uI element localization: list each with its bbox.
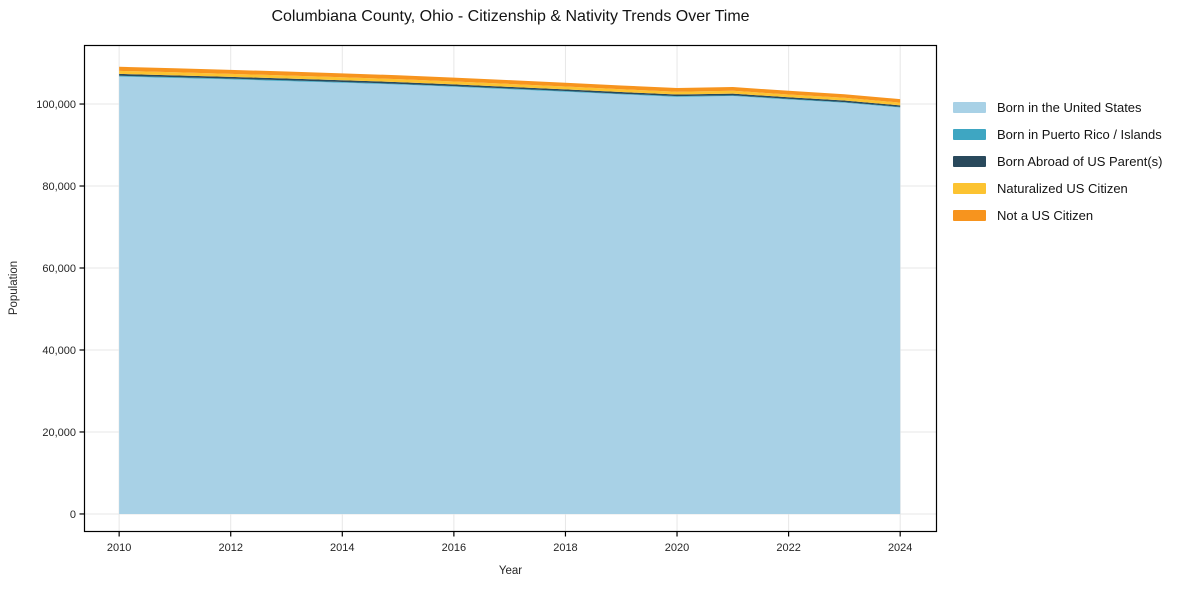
legend-swatch (953, 183, 986, 194)
area-naturalized-us-citizen (119, 70, 901, 106)
area-born-abroad-of-us-parent-s- (119, 73, 901, 107)
x-tick-label: 2020 (665, 542, 689, 554)
y-tick-label: 0 (70, 509, 76, 521)
legend-swatch (953, 156, 986, 167)
legend-item: Not a US Citizen (953, 208, 1162, 223)
x-axis-label: Year (498, 565, 523, 577)
legend-item: Naturalized US Citizen (953, 181, 1162, 196)
y-tick-label: 80,000 (42, 181, 76, 193)
y-tick-label: 40,000 (42, 345, 76, 357)
y-axis-label: Population (8, 260, 20, 316)
legend-item: Born in Puerto Rico / Islands (953, 127, 1162, 142)
legend-label: Naturalized US Citizen (997, 181, 1128, 196)
x-tick-label: 2024 (888, 542, 912, 554)
legend-label: Born Abroad of US Parent(s) (997, 154, 1163, 169)
legend-label: Not a US Citizen (997, 208, 1094, 223)
x-tick-label: 2014 (330, 542, 354, 554)
legend-item: Born Abroad of US Parent(s) (953, 154, 1162, 169)
legend-swatch (953, 210, 986, 221)
y-tick-label: 100,000 (36, 99, 76, 111)
x-tick-label: 2016 (442, 542, 466, 554)
x-tick-label: 2010 (107, 542, 131, 554)
x-tick-label: 2018 (553, 542, 577, 554)
legend-swatch (953, 129, 986, 140)
x-tick-label: 2022 (776, 542, 800, 554)
x-tick-label: 2012 (218, 542, 242, 554)
legend: Born in the United States Born in Puerto … (953, 100, 1162, 223)
legend-label: Born in the United States (997, 100, 1142, 115)
area-born-in-the-united-states (119, 76, 901, 514)
y-tick-label: 20,000 (42, 427, 76, 439)
legend-item: Born in the United States (953, 100, 1162, 115)
chart-title: Columbiana County, Ohio - Citizenship & … (271, 8, 750, 25)
area-not-a-us-citizen (119, 66, 901, 103)
y-tick-label: 60,000 (42, 263, 76, 275)
axes-box (83, 44, 938, 533)
legend-swatch (953, 102, 986, 113)
legend-label: Born in Puerto Rico / Islands (997, 127, 1162, 142)
